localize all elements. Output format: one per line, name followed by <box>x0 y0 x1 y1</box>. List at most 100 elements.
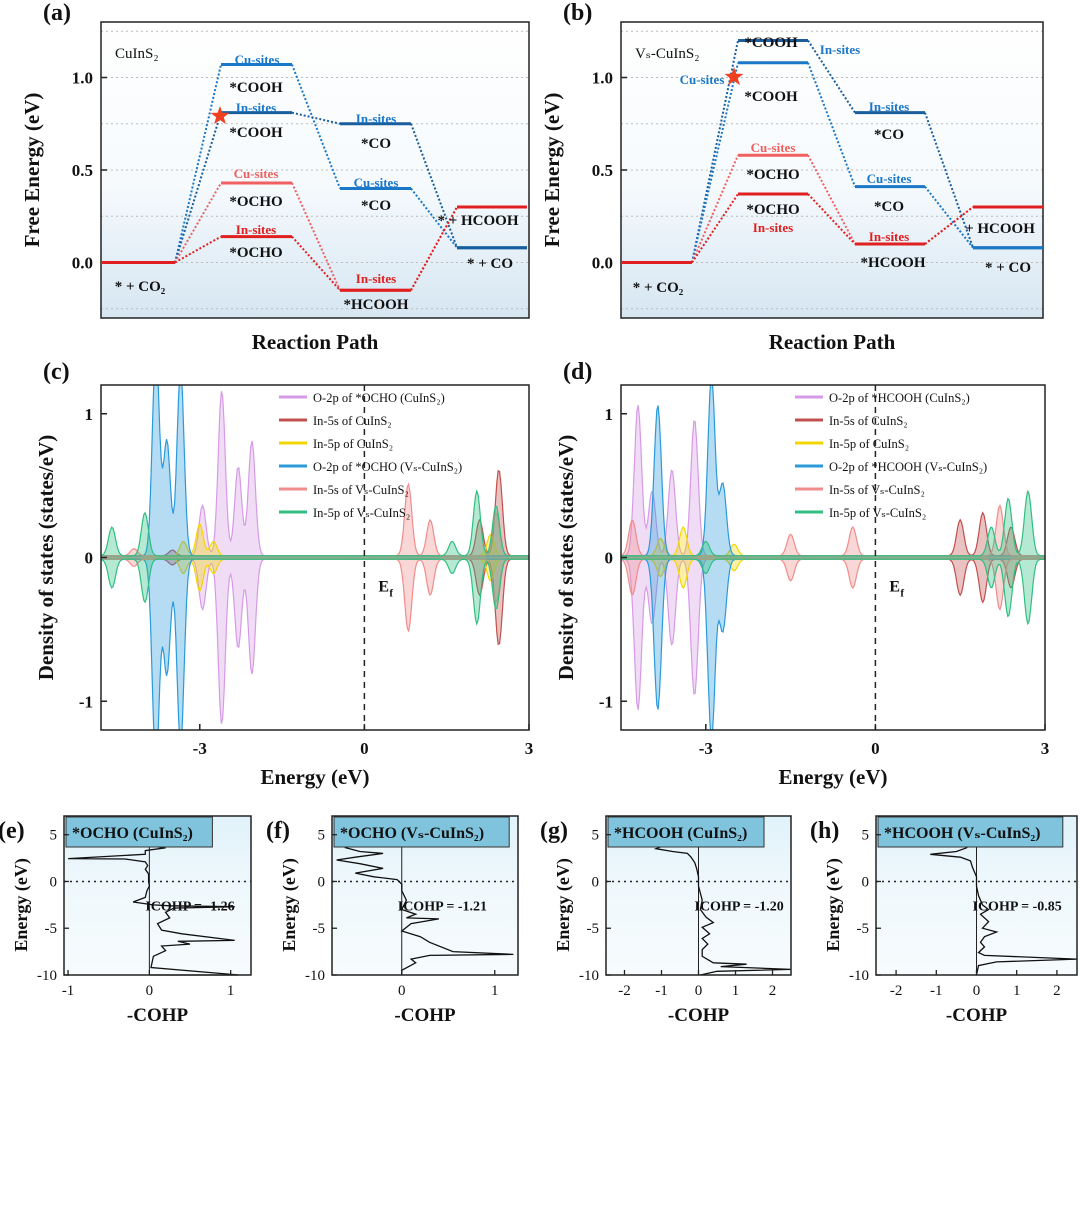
y-tick-label: 5 <box>592 828 600 844</box>
x-tick-label: -2 <box>890 983 903 999</box>
x-axis-label: -COHP <box>394 1005 456 1026</box>
x-axis-label: Energy (eV) <box>260 765 369 789</box>
y-axis-label: Free Energy (eV) <box>540 93 564 248</box>
connector <box>174 182 222 264</box>
x-axis-label: Reaction Path <box>769 330 896 354</box>
icohp-annotation: ICOHP = -1.26 <box>145 899 234 914</box>
star-marker <box>210 106 230 125</box>
y-tick-label: -5 <box>313 921 326 937</box>
fermi-subscript: f <box>900 588 904 600</box>
title-box <box>877 816 1064 848</box>
y-tick-label: 1.0 <box>592 69 613 88</box>
y-tick-label: 1 <box>605 405 614 424</box>
state-label: * + CO₂ <box>115 279 166 295</box>
x-tick-label: 2 <box>1053 983 1061 999</box>
fermi-label: E <box>378 579 389 596</box>
state-label: *COOH <box>229 80 283 96</box>
panel-g: *HCOOH (CuInS₂)ICOHP = -1.20-10-505-2 -1 0… <box>540 815 792 1026</box>
y-tick-label: -5 <box>587 921 600 937</box>
star-marker <box>724 67 744 86</box>
y-axis-label: Density of states (states/eV) <box>34 435 58 681</box>
state-label: *CO <box>361 198 391 214</box>
state-label: Cu-sites <box>235 52 280 67</box>
connector <box>291 182 341 291</box>
legend-entry: In-5p of Vₛ-CuInS₂ <box>313 506 410 520</box>
x-tick-label: 1 <box>227 983 235 999</box>
x-tick-label: 0 <box>871 739 880 758</box>
icohp-annotation: ICOHP = -1.20 <box>695 899 784 914</box>
y-tick-label: 0.0 <box>592 254 613 273</box>
x-axis-label: -COHP <box>668 1005 730 1026</box>
x-tick-label: -3 <box>193 739 207 758</box>
x-tick-label: 2 <box>769 983 777 999</box>
y-tick-label: 0 <box>50 874 58 890</box>
x-tick-label: 3 <box>525 739 534 758</box>
y-tick-label: 0.5 <box>592 161 613 180</box>
title-box <box>65 816 213 848</box>
panel-b: 0.0 0.5 1.0 Free Energy (eV) Reaction Path (b… <box>540 0 1044 354</box>
y-axis-label: Energy (eV) <box>823 858 844 951</box>
state-label: In-sites <box>820 42 860 57</box>
legend-entry: In-5s of CuInS₂ <box>829 414 908 428</box>
y-tick-label: 0 <box>85 549 94 568</box>
panel-f: *OCHO (Vₛ-CuInS₂) ICOHP = -1.21 -10 -5 0 5 0 1 -… <box>266 815 519 1026</box>
y-tick-label: 0.5 <box>72 161 93 180</box>
x-axis-label: Energy (eV) <box>778 765 887 789</box>
state-label: In-sites <box>236 100 276 115</box>
x-tick-label: 3 <box>1041 739 1050 758</box>
panel-title: CuInS₂ <box>115 46 159 62</box>
state-label: *CO <box>874 199 904 215</box>
panel-title: *HCOOH (Vₛ-CuInS₂) <box>884 825 1040 842</box>
y-tick-label: 1 <box>85 405 94 424</box>
panel-letter: (b) <box>563 0 592 26</box>
state-label: *COOH <box>744 89 798 105</box>
fermi-label: E <box>889 579 900 596</box>
panel-letter: (e) <box>0 818 25 844</box>
state-label: *COOH <box>229 125 283 141</box>
state-label: Cu-sites <box>234 166 279 181</box>
icohp-annotation: ICOHP = -1.21 <box>398 899 487 914</box>
x-tick-label: 1 <box>491 983 499 999</box>
plot-background <box>101 22 529 318</box>
dos-areas <box>621 385 1045 730</box>
y-tick-label: -1 <box>599 692 613 711</box>
y-tick-label: -5 <box>857 921 870 937</box>
legend-entry: O-2p of *OCHO (Vₛ-CuInS₂) <box>313 460 462 474</box>
state-label: *COOH <box>744 35 798 51</box>
panel-letter: (d) <box>563 359 592 385</box>
y-axis-label: Energy (eV) <box>553 858 574 951</box>
title-box <box>333 816 510 848</box>
state-label: *OCHO <box>229 194 282 210</box>
panel-h: *HCOOH (Vₛ-CuInS₂)ICOHP = -0.85-10-505-2… <box>810 815 1078 1026</box>
legend-entry: In-5p of CuInS₂ <box>829 437 909 451</box>
fermi-subscript: f <box>389 588 393 600</box>
state-label: Cu-sites <box>751 140 796 155</box>
state-label: Cu-sites <box>354 175 399 190</box>
legend-entry: In-5s of Vₛ-CuInS₂ <box>313 483 409 497</box>
dos-area <box>101 488 529 627</box>
y-tick-label: 0 <box>592 874 600 890</box>
state-label: *OCHO <box>746 202 799 218</box>
panel-letter: (h) <box>810 818 839 844</box>
x-tick-label: 0 <box>973 983 981 999</box>
legend-entry: In-5p of Vₛ-CuInS₂ <box>829 506 926 520</box>
legend-entry: In-5s of Vₛ-CuInS₂ <box>829 483 925 497</box>
legend-entry: In-5p of CuInS₂ <box>313 437 393 451</box>
legend-entry: O-2p of *HCOOH (Vₛ-CuInS₂) <box>829 460 987 474</box>
panel-title: *OCHO (CuInS₂) <box>72 825 193 842</box>
state-label: * + HCOOH <box>437 213 518 229</box>
dos-area <box>101 391 529 724</box>
x-tick-label: -1 <box>62 983 75 999</box>
x-tick-label: 1 <box>732 983 740 999</box>
connector <box>807 154 856 245</box>
state-label: In-sites <box>869 99 909 114</box>
y-tick-label: -10 <box>305 968 325 984</box>
y-tick-label: -5 <box>45 921 58 937</box>
plot-frame <box>331 815 519 976</box>
y-tick-label: 0 <box>605 549 614 568</box>
icohp-annotation: ICOHP = -0.85 <box>973 899 1062 914</box>
connector <box>410 187 458 249</box>
state-label: *OCHO <box>746 167 799 183</box>
x-tick-label: -2 <box>618 983 631 999</box>
